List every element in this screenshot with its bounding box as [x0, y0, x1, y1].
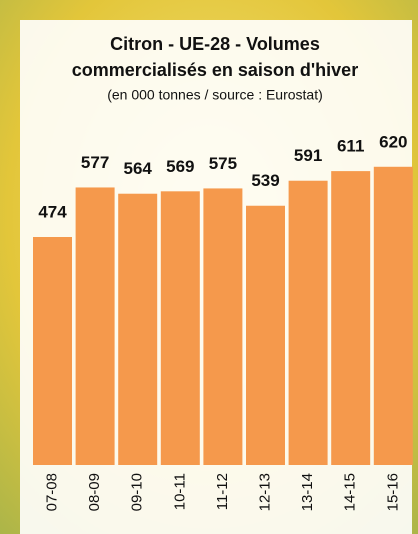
x-tick-label: 08-09	[86, 473, 103, 511]
x-tick-label: 13-14	[299, 473, 316, 511]
value-label: 539	[251, 171, 279, 190]
value-label: 620	[379, 132, 407, 151]
bar	[76, 187, 115, 465]
bar	[161, 191, 200, 465]
bar	[331, 171, 370, 465]
x-tick-label: 15-16	[384, 473, 401, 511]
bar	[374, 167, 413, 465]
x-tick-label: 14-15	[342, 473, 359, 511]
bar	[246, 206, 285, 465]
value-label: 474	[38, 202, 67, 221]
bar	[118, 194, 157, 465]
value-label: 569	[166, 157, 194, 176]
x-tick-label: 09-10	[129, 473, 146, 511]
chart-title: Citron - UE-28 - Volumes	[110, 34, 320, 54]
x-tick-label: 10-11	[171, 473, 188, 510]
x-tick-label: 11-12	[214, 473, 231, 510]
chart-subtitle: (en 000 tonnes / source : Eurostat)	[107, 87, 323, 103]
x-tick-label: 07-08	[43, 473, 60, 511]
value-label: 577	[81, 153, 109, 172]
bar	[33, 237, 72, 465]
value-label: 564	[124, 159, 153, 178]
chart: Citron - UE-28 - Volumes commercialisés …	[0, 0, 418, 534]
bar	[203, 188, 242, 465]
value-label: 575	[209, 154, 237, 173]
bar	[289, 181, 328, 465]
value-label: 591	[294, 146, 322, 165]
value-label: 611	[337, 137, 364, 156]
x-tick-label: 12-13	[256, 473, 273, 511]
chart-title: commercialisés en saison d'hiver	[72, 60, 358, 80]
